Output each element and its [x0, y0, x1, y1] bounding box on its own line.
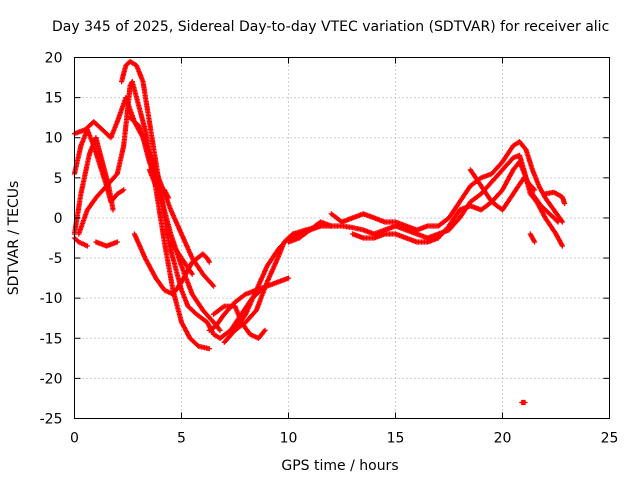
y-axis-label: SDTVAR / TECUs: [6, 181, 22, 296]
series-outlier: [519, 399, 528, 406]
x-axis-label: GPS time / hours: [281, 458, 398, 474]
data-point: [555, 219, 561, 225]
series-track-20: [527, 231, 538, 245]
plot-frame: [74, 57, 610, 419]
data-point: [206, 259, 212, 265]
data-point: [166, 195, 172, 201]
series-track-6: [93, 239, 120, 249]
series-track-15: [232, 223, 324, 333]
y-tick-label: 20: [45, 51, 63, 67]
y-tick-label: 10: [45, 131, 63, 147]
x-tick-label: 20: [494, 431, 512, 447]
x-tick-label: 5: [177, 431, 186, 447]
data-point: [554, 218, 560, 224]
series-track-21: [542, 189, 568, 207]
data-point: [189, 271, 195, 277]
data-point: [285, 275, 292, 281]
data-point: [211, 283, 217, 289]
chart-title: Day 345 of 2025, Sidereal Day-to-day VTE…: [52, 19, 609, 35]
x-tick-label: 10: [280, 431, 298, 447]
data-point: [217, 327, 223, 333]
data-point: [532, 239, 538, 245]
data-point: [110, 207, 116, 213]
data-point: [206, 346, 212, 352]
series-track-14: [211, 303, 268, 341]
y-tick-label: 15: [45, 91, 63, 107]
series-track-9: [131, 231, 212, 297]
data-point: [532, 187, 538, 193]
data-point: [522, 399, 528, 406]
data-point: [84, 243, 90, 249]
x-tick-label: 15: [387, 431, 405, 447]
series-track-19: [467, 167, 538, 213]
data-point: [114, 239, 120, 245]
axis-ticks: 0 5 10 15 20 25 -25 -20 -15 -10 -5 0 5 10 15 20: [40, 51, 619, 447]
y-tick-label: -15: [40, 331, 63, 347]
y-tick-label: 5: [54, 171, 63, 187]
series-track-11: [168, 239, 195, 277]
y-tick-label: -5: [49, 251, 63, 267]
y-tick-label: 0: [54, 211, 63, 227]
x-tick-label: 0: [70, 431, 79, 447]
y-tick-label: -25: [40, 412, 63, 428]
data-point: [559, 243, 565, 249]
series-track-8: [127, 115, 217, 289]
grid: [74, 57, 610, 419]
series-track-16: [285, 152, 565, 249]
x-tick-label: 25: [601, 431, 619, 447]
data-point: [262, 327, 268, 333]
y-tick-label: -10: [40, 291, 63, 307]
series-track-10: [146, 167, 172, 201]
y-tick-label: -20: [40, 371, 63, 387]
data-marks: [71, 58, 568, 406]
data-point: [121, 187, 127, 193]
data-point: [562, 200, 568, 207]
